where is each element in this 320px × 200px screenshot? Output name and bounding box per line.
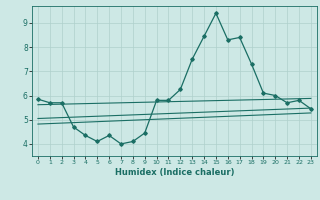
X-axis label: Humidex (Indice chaleur): Humidex (Indice chaleur) <box>115 168 234 177</box>
